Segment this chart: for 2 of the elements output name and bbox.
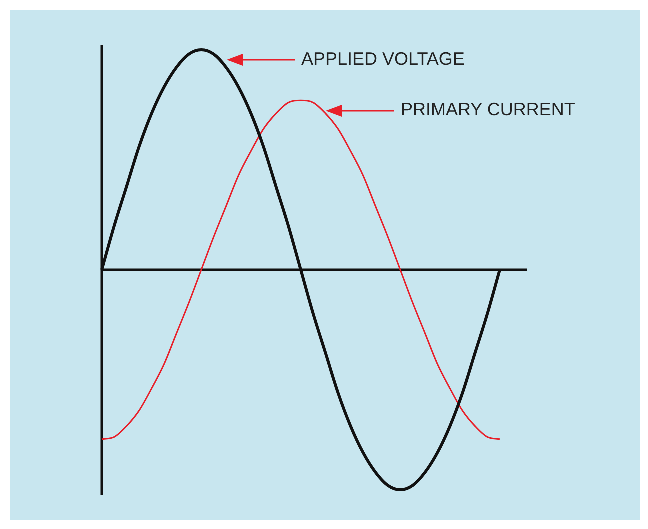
annotation: PRIMARY CURRENT	[401, 100, 576, 120]
annotation: APPLIED VOLTAGE	[302, 48, 465, 69]
